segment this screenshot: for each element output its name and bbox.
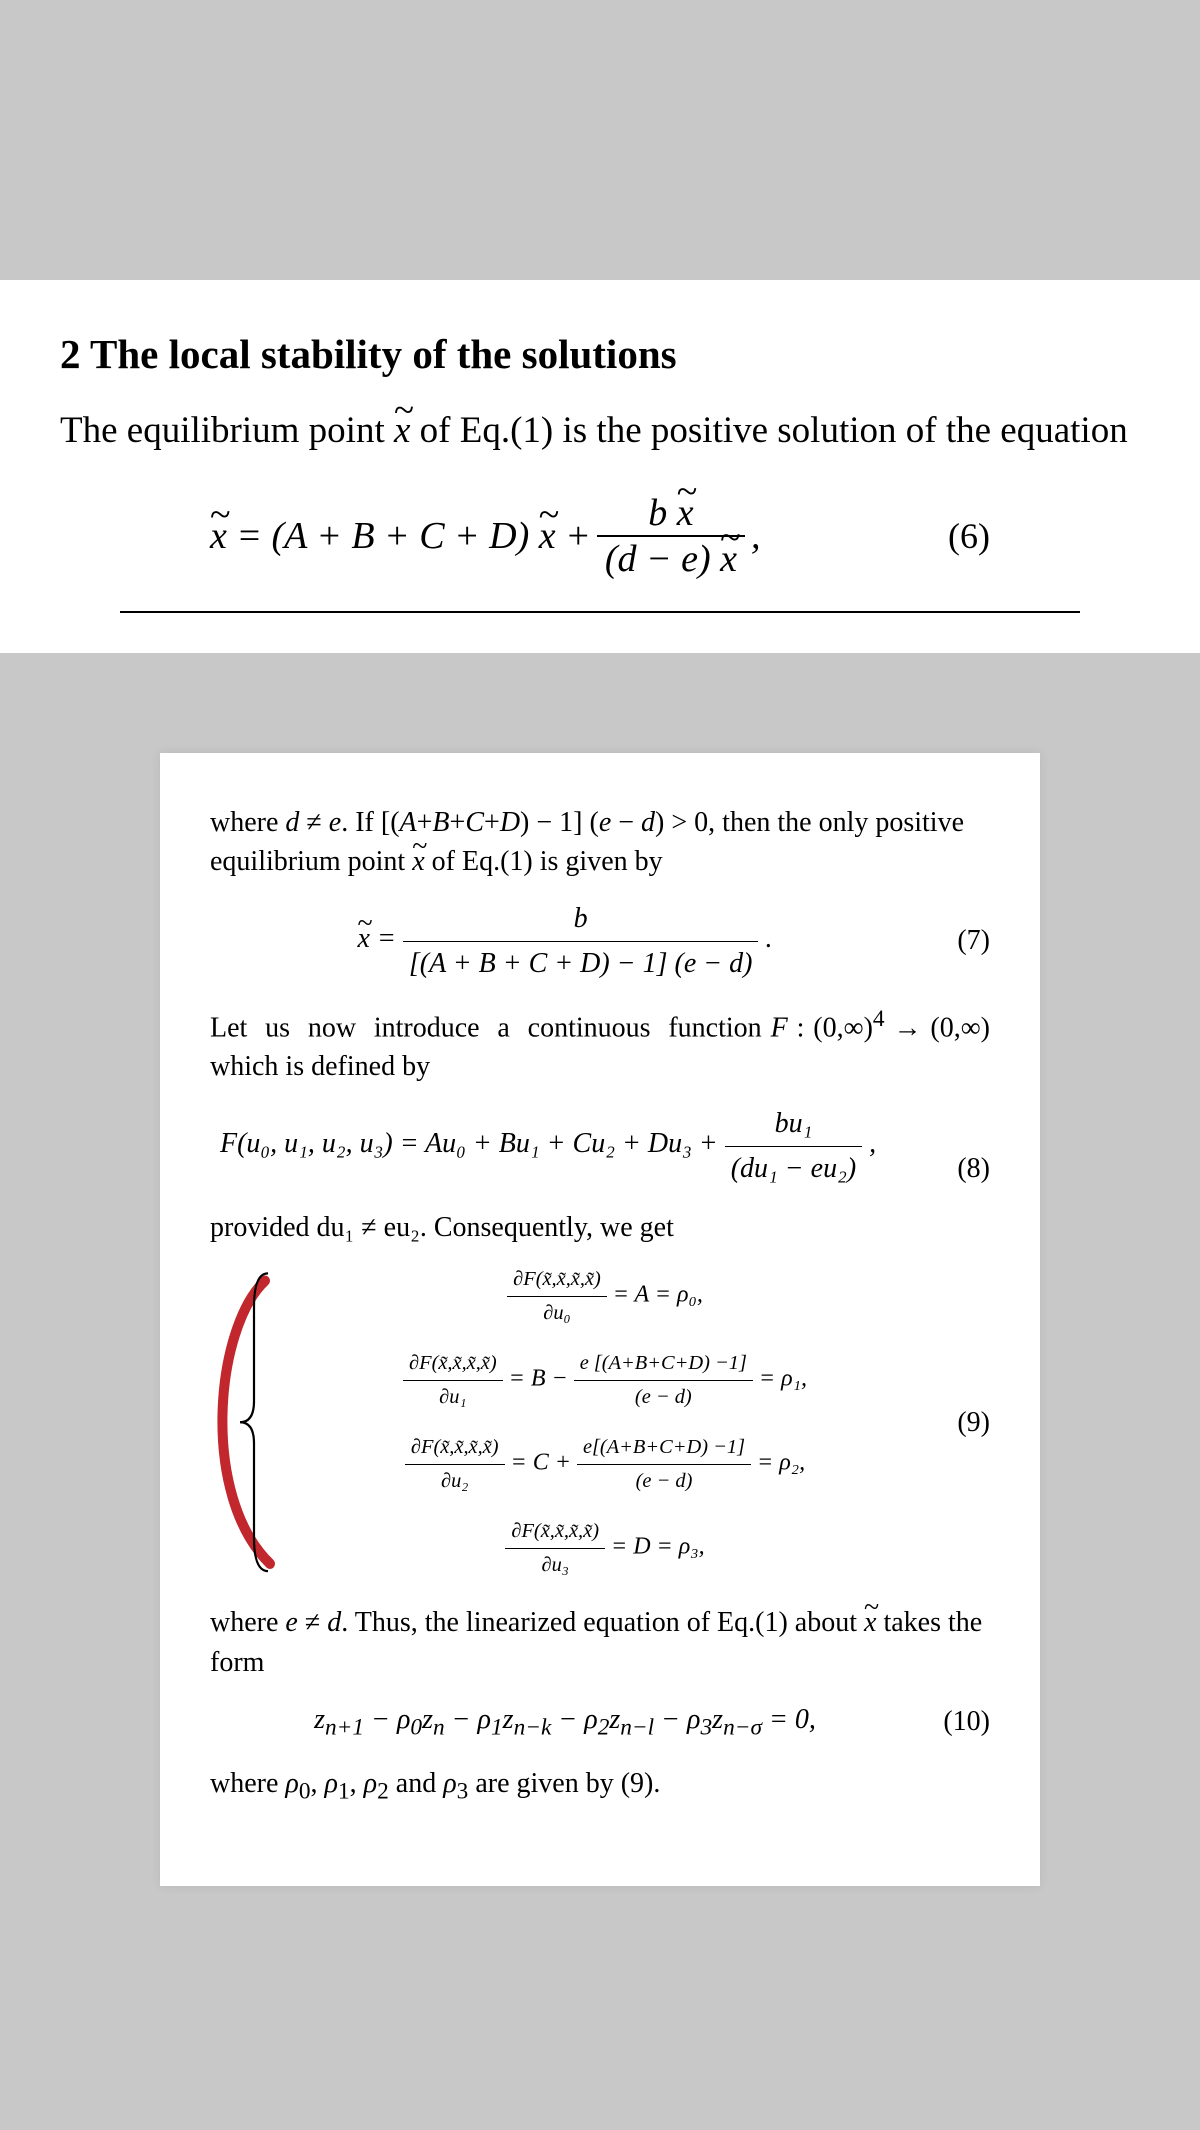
- eq9-row-0: ∂F(x̃,x̃,x̃,x̃) ∂u₀ = A = ρ₀,: [280, 1265, 930, 1327]
- equation-7: ~x = b [(A + B + C + D) − 1] (e − d) . (…: [210, 899, 990, 982]
- partial-den: ∂u₁: [403, 1381, 503, 1412]
- eq8-numerator: bu₁: [725, 1104, 862, 1146]
- equation-9-system: ∂F(x̃,x̃,x̃,x̃) ∂u₀ = A = ρ₀, ∂F(x̃,x̃,x…: [210, 1265, 990, 1580]
- let-paragraph: Let us now introduce a continuous functi…: [210, 1003, 990, 1087]
- eq9-r2-num: e[(A+B+C+D) −1]: [577, 1433, 751, 1465]
- final-paragraph: where ρ0, ρ1, ρ2 and ρ3 are given by (9)…: [210, 1764, 990, 1808]
- eq6-trail: ,: [751, 514, 761, 558]
- eq9-r2-rhs: = ρ₂,: [757, 1450, 805, 1476]
- where-paragraph: where d ≠ e. If [(A+B+C+D) − 1] (e − d) …: [210, 803, 990, 881]
- intro-paragraph: The equilibrium point ~x of Eq.(1) is th…: [60, 406, 1140, 456]
- red-arc-annotation: [210, 1265, 280, 1580]
- eq9-r1-num: e [(A+B+C+D) −1]: [574, 1349, 753, 1381]
- horizontal-rule: [120, 611, 1080, 613]
- eq9-row-3: ∂F(x̃,x̃,x̃,x̃) ∂u₃ = D = ρ₃,: [280, 1517, 930, 1579]
- eq8-number: (8): [920, 1149, 990, 1188]
- eq6-number: (6): [948, 515, 990, 557]
- linearized-paragraph: where e ≠ d. Thus, the linearized equati…: [210, 1603, 990, 1681]
- equation-6: ~x = (A + B + C + D) ~x + b ~x (d − e) ~…: [210, 491, 990, 581]
- partial-den: ∂u₃: [505, 1549, 605, 1580]
- partial-label: ∂F(x̃,x̃,x̃,x̃): [505, 1517, 605, 1549]
- eq9-r1-den: (e − d): [574, 1381, 753, 1412]
- eq9-r1-mid: = B −: [509, 1366, 574, 1392]
- equation-10: zn+1 − ρ0zn − ρ1zn−k − ρ2zn−l − ρ3zn−σ =…: [210, 1700, 990, 1744]
- upper-page-fragment: 2 The local stability of the solutions T…: [0, 280, 1200, 653]
- lower-page-fragment: where d ≠ e. If [(A+B+C+D) − 1] (e − d) …: [160, 753, 1040, 1886]
- eq9-row-1: ∂F(x̃,x̃,x̃,x̃) ∂u₁ = B − e [(A+B+C+D) −…: [280, 1349, 930, 1411]
- equation-8: F(u₀, u₁, u₂, u₃) = Au₀ + Bu₁ + Cu₂ + Du…: [210, 1104, 990, 1187]
- page-gap: [0, 653, 1200, 753]
- eq9-number: (9): [930, 1265, 990, 1580]
- eq9-r2-mid: = C +: [511, 1450, 577, 1476]
- eq9-r2-den: (e − d): [577, 1465, 751, 1496]
- eq9-row-2: ∂F(x̃,x̃,x̃,x̃) ∂u₂ = C + e[(A+B+C+D) −1…: [280, 1433, 930, 1495]
- partial-label: ∂F(x̃,x̃,x̃,x̃): [405, 1433, 505, 1465]
- section-heading: 2 The local stability of the solutions: [60, 330, 1140, 378]
- eq8-body: F(u₀, u₁, u₂, u₃) = Au₀ + Bu₁ + Cu₂ + Du…: [220, 1129, 718, 1160]
- eq9-r3-rhs: = D = ρ₃,: [611, 1534, 705, 1560]
- eq9-r1-rhs: = ρ₁,: [759, 1366, 807, 1392]
- eq10-number: (10): [920, 1702, 990, 1741]
- eq8-trail: ,: [869, 1129, 876, 1160]
- provided-paragraph: provided du₁ ≠ eu₂. Consequently, we get: [210, 1208, 990, 1247]
- eq7-denominator: [(A + B + C + D) − 1] (e − d): [403, 942, 759, 983]
- eq7-numerator: b: [403, 899, 759, 941]
- eq6-denominator: (d − e) ~x: [597, 537, 745, 581]
- partial-den: ∂u₂: [405, 1465, 505, 1496]
- eq7-trail: .: [765, 923, 772, 954]
- partial-den: ∂u₀: [507, 1297, 607, 1328]
- eq10-body: zn+1 − ρ0zn − ρ1zn−k − ρ2zn−l − ρ3zn−σ =…: [210, 1700, 920, 1744]
- partial-label: ∂F(x̃,x̃,x̃,x̃): [507, 1265, 607, 1297]
- eq8-denominator: (du₁ − eu₂): [725, 1147, 862, 1188]
- eq7-number: (7): [920, 921, 990, 960]
- eq9-r0-rhs: = A = ρ₀,: [613, 1282, 703, 1308]
- partial-label: ∂F(x̃,x̃,x̃,x̃): [403, 1349, 503, 1381]
